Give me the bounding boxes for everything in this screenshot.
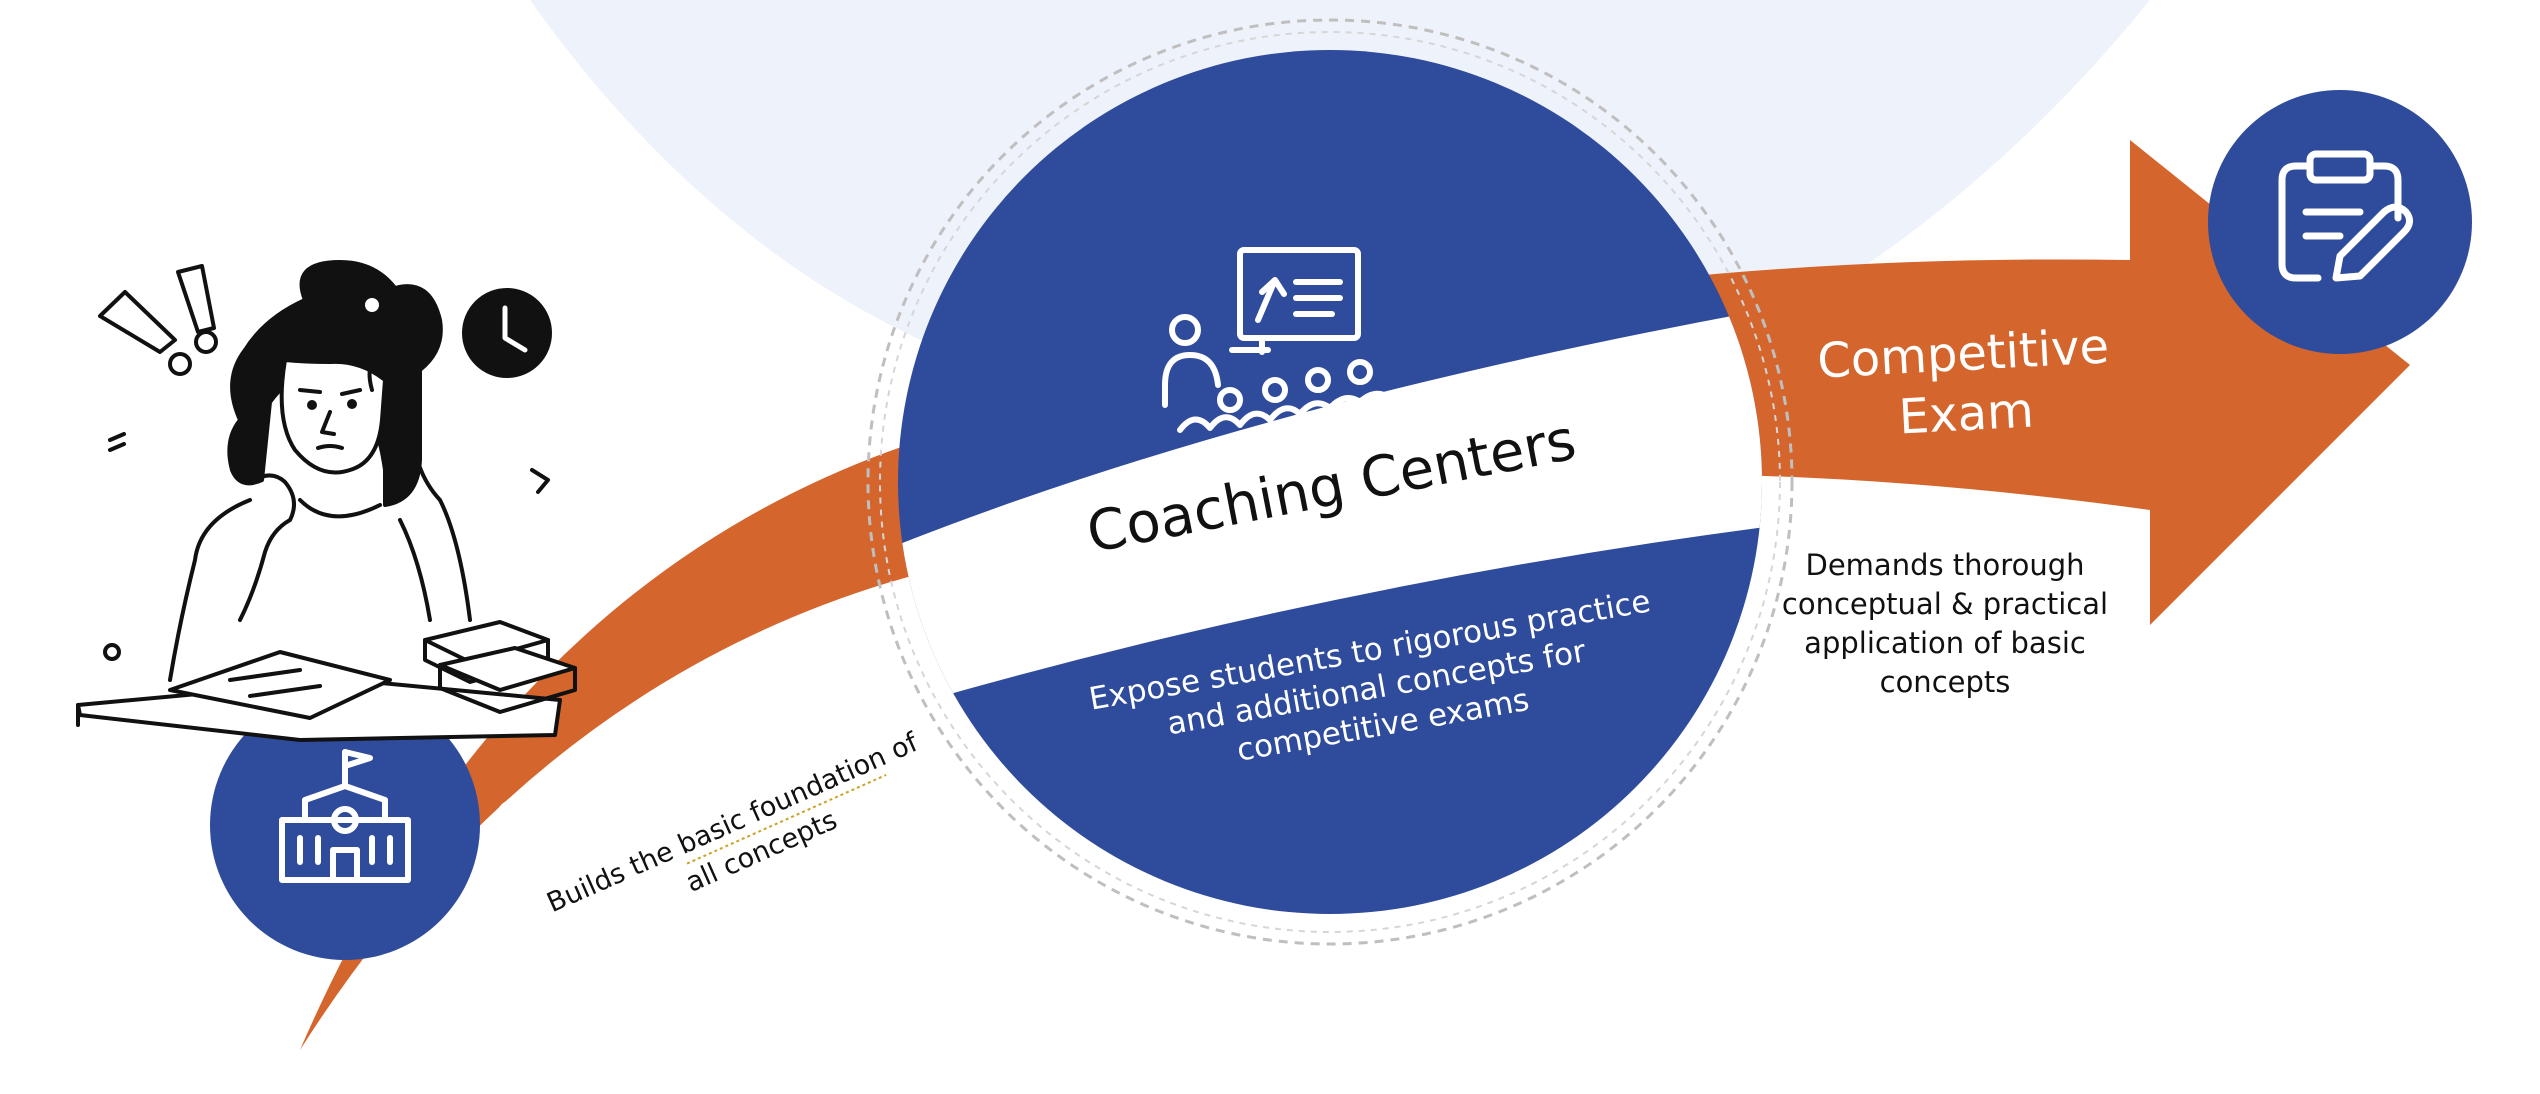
stressed-student-illustration [76, 260, 577, 742]
exam-desc-line-4: concepts [1880, 665, 2011, 699]
school-icon-circle [210, 690, 480, 960]
classroom-presentation-icon [1162, 247, 1393, 433]
clipboard-edit-icon [2278, 150, 2413, 282]
journey-arrow-band [300, 140, 2410, 1050]
school-building-icon [279, 749, 411, 883]
exam-title-line-2: Exam [1897, 382, 2035, 445]
exam-desc-line-2: conceptual & practical [1782, 587, 2108, 621]
exam-icon-circle [2208, 90, 2472, 354]
coaching-white-band [898, 300, 1762, 720]
exclamation-mark-icon [98, 290, 177, 354]
exam-desc-line-1: Demands thorough [1806, 548, 2085, 582]
coaching-outer-ring [866, 18, 1794, 946]
exclamation-mark-icon [176, 264, 216, 334]
exam-description: Demands thorough conceptual & practical … [1782, 548, 2108, 699]
coaching-inner-ring [879, 31, 1781, 933]
exam-desc-line-3: application of basic [1804, 626, 2086, 660]
